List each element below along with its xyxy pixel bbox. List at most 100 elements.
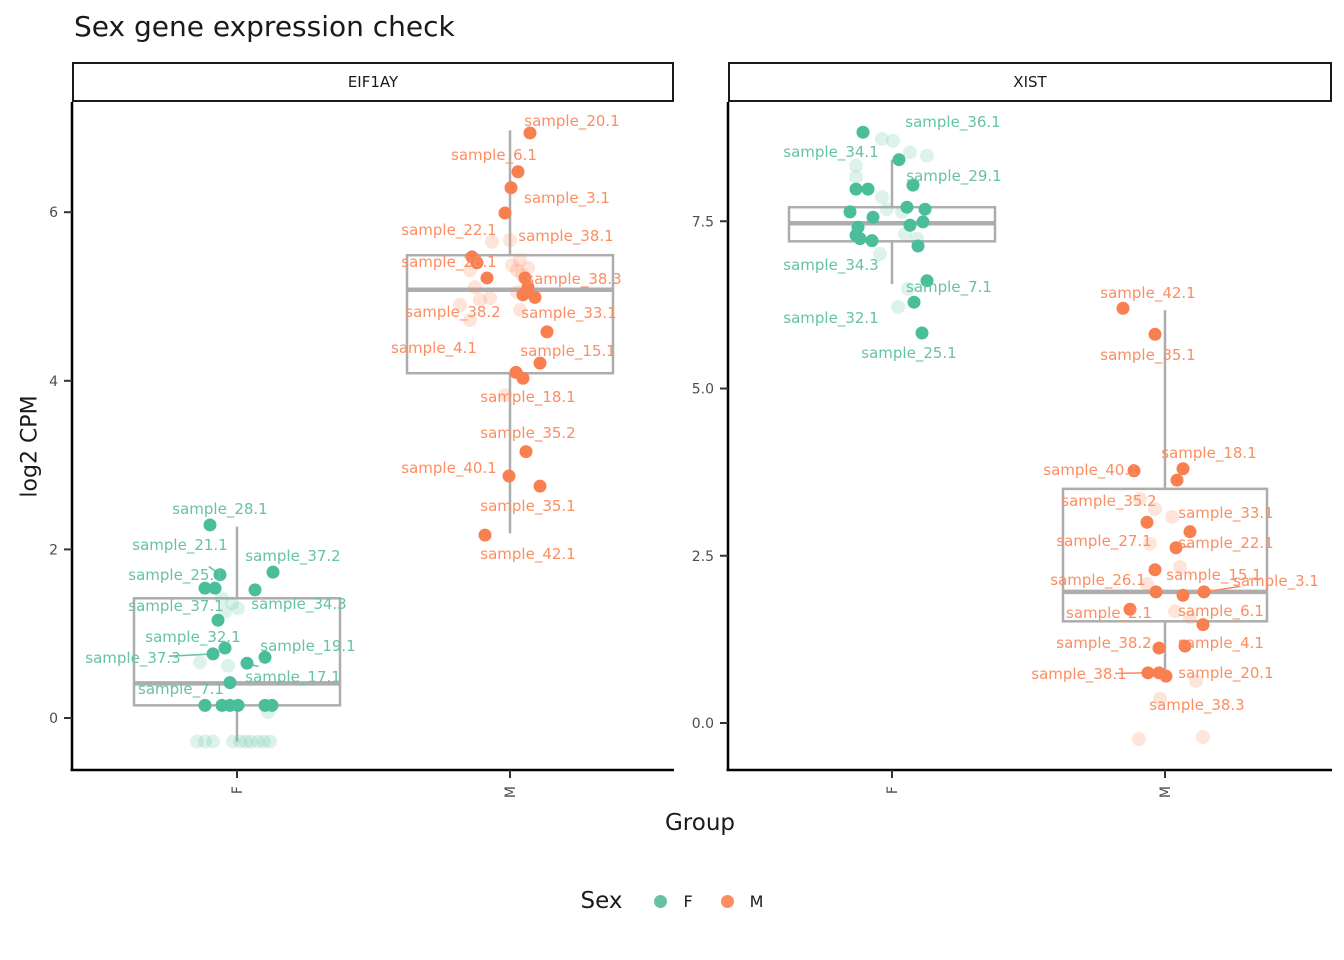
- chart-text: sample_29.1: [906, 167, 1001, 186]
- sample-point: [906, 178, 920, 192]
- jitter-point-faint: [505, 258, 519, 273]
- jitter-point: [208, 581, 222, 595]
- legend-dot-m-icon: [720, 894, 734, 908]
- chart-text: 4: [49, 374, 58, 390]
- sample-point: [1178, 639, 1192, 653]
- jitter-point-faint: [244, 734, 258, 749]
- sample-point: [1183, 525, 1197, 539]
- chart-text: M: [503, 786, 519, 798]
- jitter-point-faint: [891, 299, 905, 314]
- chart-text: sample_35.2: [480, 424, 575, 443]
- chart-text: sample_35.2: [1061, 492, 1156, 511]
- chart-text: sample_22.1: [401, 221, 496, 240]
- sample-point: [206, 647, 220, 661]
- chart-text: sample_38.2: [1056, 634, 1151, 653]
- jitter-point-faint: [463, 313, 477, 328]
- legend: Sex F M: [0, 888, 1344, 914]
- jitter-point-faint: [225, 596, 239, 611]
- jitter-point-faint: [483, 291, 497, 306]
- jitter-point-faint: [901, 281, 915, 296]
- jitter-point-faint: [1165, 509, 1179, 524]
- jitter-point-faint: [263, 734, 277, 749]
- jitter-point-faint: [875, 190, 889, 205]
- sample-point: [258, 650, 272, 664]
- sample-point: [1123, 602, 1137, 616]
- sample-point: [198, 581, 212, 595]
- jitter-point-faint: [206, 734, 220, 749]
- chart-text: sample_17.1: [245, 668, 340, 687]
- sample-point: [248, 583, 262, 597]
- jitter-point-faint: [880, 202, 894, 217]
- jitter-point: [911, 239, 925, 253]
- label-leader-line: [252, 664, 259, 668]
- legend-label-m: M: [749, 891, 764, 911]
- chart-text: sample_28.1: [172, 500, 267, 519]
- chart-text: sample_22.1: [1178, 534, 1273, 553]
- facet-strip-eif1ay: EIF1AY: [72, 62, 674, 102]
- chart-text: sample_6.1: [451, 146, 537, 165]
- jitter-point-faint: [257, 734, 271, 749]
- jitter-point-faint: [1143, 536, 1157, 551]
- sample-point: [470, 256, 484, 270]
- label-leader-line: [168, 653, 208, 657]
- chart-text: sample_2.1: [1066, 604, 1152, 623]
- jitter-point-faint: [903, 145, 917, 160]
- facet-strip-xist: XIST: [728, 62, 1332, 102]
- legend-title: Sex: [580, 888, 623, 914]
- jitter-point: [916, 215, 930, 229]
- jitter-point-faint: [239, 734, 253, 749]
- x-axis-title: Group: [664, 810, 736, 836]
- jitter-point-faint: [498, 388, 512, 403]
- jitter-point-faint: [1189, 673, 1203, 688]
- chart-text: sample_26.1: [1050, 571, 1145, 590]
- chart-text: 6: [49, 205, 58, 221]
- legend-item-m: M: [720, 891, 764, 911]
- sample-point: [1149, 585, 1163, 599]
- chart-text: sample_38.1: [518, 227, 613, 246]
- label-leader-line: [208, 565, 216, 572]
- chart-text: sample_40.1: [401, 459, 496, 478]
- chart-text: sample_3.1: [524, 189, 610, 208]
- chart-text: F: [230, 786, 246, 794]
- jitter-point: [231, 698, 245, 712]
- chart-text: sample_35.1: [1100, 346, 1195, 365]
- sample-point: [915, 326, 929, 340]
- chart-text: sample_37.3: [85, 649, 180, 668]
- sample-point: [533, 356, 547, 370]
- sample-point: [920, 274, 934, 288]
- chart-text: sample_38.3: [1149, 696, 1244, 715]
- jitter-point-faint: [1168, 604, 1182, 619]
- jitter-point-faint: [513, 302, 527, 317]
- sample-point: [1176, 462, 1190, 476]
- chart-text: sample_32.1: [783, 309, 878, 328]
- jitter-point-faint: [849, 170, 863, 185]
- sample-point: [498, 206, 512, 220]
- chart-text: sample_25.1: [128, 566, 223, 585]
- jitter-point-faint: [1173, 560, 1187, 575]
- sample-point: [240, 656, 254, 670]
- sample-point: [502, 469, 516, 483]
- facet-strip-label: XIST: [1013, 73, 1047, 91]
- sample-point: [218, 641, 232, 655]
- jitter-point: [903, 218, 917, 232]
- chart-text: sample_32.1: [145, 628, 240, 647]
- jitter-point-faint: [485, 234, 499, 249]
- sample-point: [266, 565, 280, 579]
- chart-text: 2: [49, 542, 58, 558]
- facet-strip-label: EIF1AY: [347, 73, 399, 91]
- jitter-point-faint: [190, 734, 204, 749]
- sample-point: [211, 613, 225, 627]
- jitter-point-faint: [215, 591, 229, 606]
- chart-text: sample_15.1: [1166, 566, 1261, 585]
- sample-point: [1141, 666, 1155, 680]
- chart-text: sample_4.1: [391, 339, 477, 358]
- chart-text: sample_38.1: [1031, 665, 1126, 684]
- sample-point: [519, 445, 533, 459]
- chart-text: sample_3.1: [1233, 572, 1319, 591]
- jitter-point: [861, 182, 875, 196]
- jitter-point-faint: [849, 158, 863, 173]
- jitter-point: [1170, 473, 1184, 487]
- chart-text: sample_19.1: [260, 637, 355, 656]
- jitter-point: [849, 182, 863, 196]
